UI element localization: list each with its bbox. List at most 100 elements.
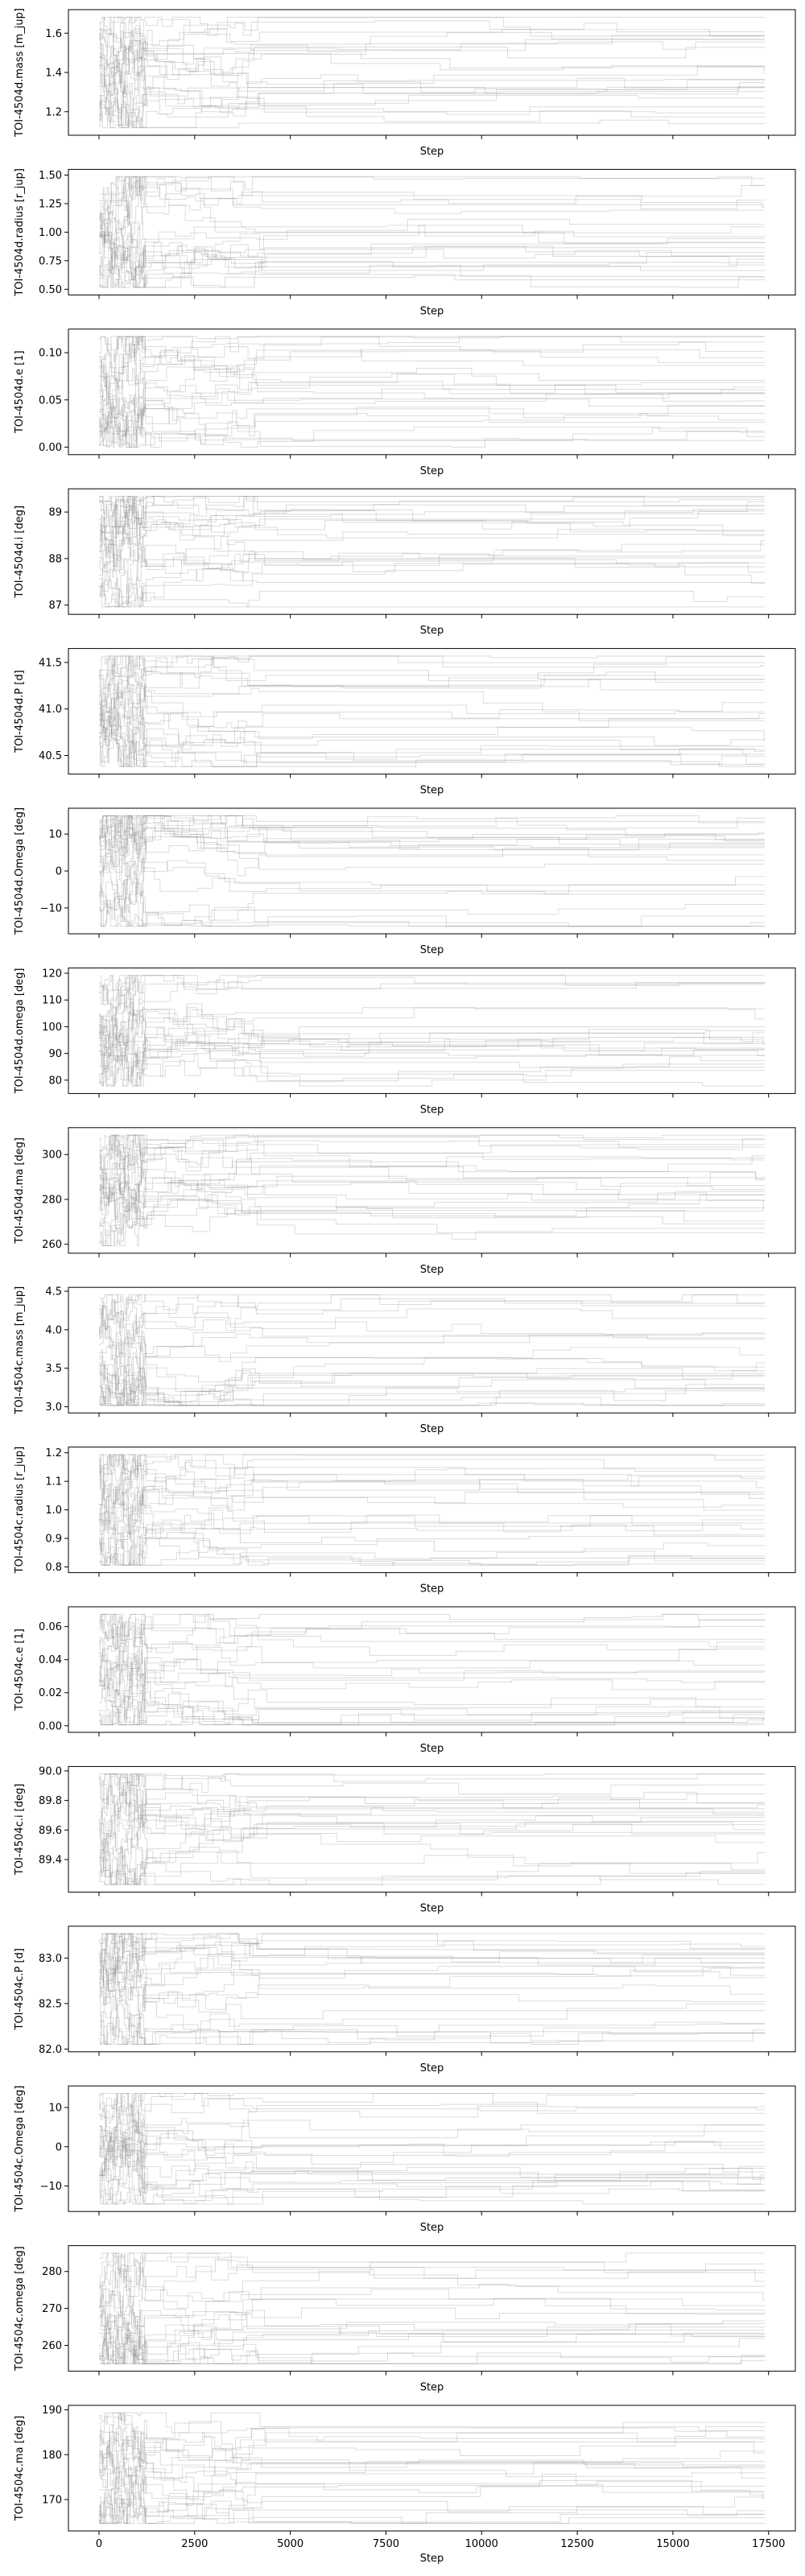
- y-tick-label: 3.5: [45, 1363, 62, 1375]
- walker-trace: [99, 2322, 765, 2364]
- trace-panel-toi-4504d-e-1: 0.00 0.05 0.10 Step TOI-4504d.e [1]: [14, 328, 796, 477]
- trace-panel-toi-4504d-omega-deg: 80 90 100 110 120 Step TOI-4504d.omega [deg]: [14, 967, 796, 1116]
- walker-trace: [99, 1833, 765, 1885]
- walker-trace: [99, 28, 765, 76]
- walker-trace: [99, 1805, 765, 1876]
- walker-trace: [99, 1467, 765, 1536]
- walker-trace: [99, 1175, 765, 1245]
- walker-trace: [99, 56, 765, 126]
- y-tick-label: 110: [42, 995, 62, 1007]
- walker-trace: [99, 2496, 765, 2524]
- walker-trace: [99, 231, 765, 288]
- walker-trace: [99, 836, 765, 927]
- walker-trace: [99, 2093, 765, 2151]
- y-tick-label: 80: [48, 1075, 62, 1087]
- walker-trace: [99, 815, 765, 859]
- y-tick-label: −10: [40, 902, 62, 914]
- walker-trace: [99, 698, 765, 767]
- walker-trace: [99, 2296, 765, 2364]
- walker-trace: [99, 1454, 765, 1488]
- trace-panel-toi-4504d-p-d: 40.5 41.0 41.5 Step TOI-4504d.P [d]: [14, 648, 796, 797]
- walker-trace: [99, 1530, 765, 1566]
- walker-trace: [99, 178, 765, 228]
- walker-trace: [99, 1797, 765, 1876]
- walker-trace: [99, 388, 765, 448]
- walker-trace: [99, 361, 765, 409]
- walker-trace: [99, 815, 765, 910]
- walker-trace: [99, 1688, 765, 1726]
- walker-trace: [99, 2429, 765, 2523]
- walker-trace: [99, 2093, 765, 2205]
- walker-trace: [99, 975, 765, 1033]
- y-tick-label: 10: [48, 2103, 62, 2115]
- axes-frame: [68, 967, 796, 1094]
- y-tick-label: 0.00: [39, 1720, 62, 1732]
- walker-trace: [99, 2422, 765, 2497]
- walker-trace: [99, 1641, 765, 1726]
- y-axis-label: TOI-4504c.e [1]: [14, 1629, 26, 1711]
- y-axis-label: TOI-4504d.omega [deg]: [14, 968, 26, 1095]
- walker-trace: [99, 77, 765, 129]
- y-axis-label: TOI-4504d.e [1]: [14, 350, 26, 434]
- walker-trace: [99, 1454, 765, 1495]
- walker-trace: [99, 976, 765, 1068]
- walker-trace: [99, 1615, 765, 1723]
- walker-trace: [99, 861, 765, 927]
- walker-trace: [99, 1134, 765, 1176]
- y-tick-label: 280: [42, 1194, 62, 1206]
- walker-trace: [99, 683, 765, 727]
- walker-trace: [99, 1978, 765, 2045]
- y-tick-label: 180: [42, 2450, 62, 2462]
- walker-trace: [99, 1620, 765, 1691]
- walker-trace: [99, 2269, 765, 2348]
- walker-trace: [99, 815, 765, 856]
- walker-trace: [99, 975, 765, 1051]
- walker-trace: [99, 1458, 765, 1510]
- walker-trace: [99, 2125, 765, 2205]
- y-axis-label: TOI-4504c.omega [deg]: [14, 2246, 26, 2372]
- walker-trace: [99, 1938, 765, 1992]
- y-tick-label: 100: [42, 1022, 62, 1034]
- x-axis-label: Step: [420, 305, 444, 317]
- y-axis-label: TOI-4504c.radius [r_jup]: [14, 1447, 26, 1574]
- walker-trace: [99, 2096, 765, 2185]
- walker-traces: [99, 176, 765, 288]
- walker-trace: [99, 336, 765, 400]
- walker-trace: [99, 234, 765, 288]
- trace-panel-toi-4504c-e-1: 0.00 0.02 0.04 0.06 Step TOI-4504c.e [1]: [14, 1606, 796, 1755]
- walker-trace: [99, 1773, 765, 1838]
- x-tick-label: 7500: [373, 2538, 399, 2550]
- y-tick-label: 83.0: [39, 1953, 62, 1965]
- walker-trace: [99, 1468, 765, 1526]
- walker-trace: [99, 658, 765, 728]
- walker-trace: [99, 176, 765, 243]
- walker-traces: [99, 16, 765, 129]
- walker-trace: [99, 2119, 765, 2205]
- walker-trace: [99, 1613, 765, 1681]
- walker-trace: [99, 390, 765, 448]
- walker-trace: [99, 2412, 765, 2524]
- x-tick-label: 2500: [181, 2538, 208, 2550]
- walker-traces: [99, 1134, 765, 1246]
- walker-trace: [99, 42, 765, 129]
- walker-trace: [99, 975, 765, 1084]
- x-axis-label: Step: [420, 785, 444, 797]
- walker-trace: [99, 1933, 765, 2010]
- walker-trace: [99, 2093, 765, 2199]
- walker-trace: [99, 1174, 765, 1246]
- walker-trace: [99, 1294, 765, 1358]
- y-tick-label: 41.0: [39, 704, 62, 716]
- y-tick-label: 1.25: [39, 198, 62, 210]
- y-tick-label: −10: [40, 2181, 62, 2193]
- walker-trace: [99, 1773, 765, 1814]
- walker-trace: [99, 2114, 765, 2176]
- walker-trace: [99, 1298, 765, 1402]
- y-tick-label: 4.5: [45, 1286, 62, 1298]
- walker-trace: [99, 1613, 765, 1690]
- walker-trace: [99, 2252, 765, 2359]
- walker-trace: [99, 1620, 765, 1686]
- trace-panel-toi-4504c-i-deg: 89.4 89.6 89.8 90.0 Step TOI-4504c.i [deg]: [14, 1765, 796, 1914]
- walker-trace: [99, 1294, 765, 1406]
- walker-trace: [99, 1615, 765, 1699]
- walker-trace: [99, 502, 765, 567]
